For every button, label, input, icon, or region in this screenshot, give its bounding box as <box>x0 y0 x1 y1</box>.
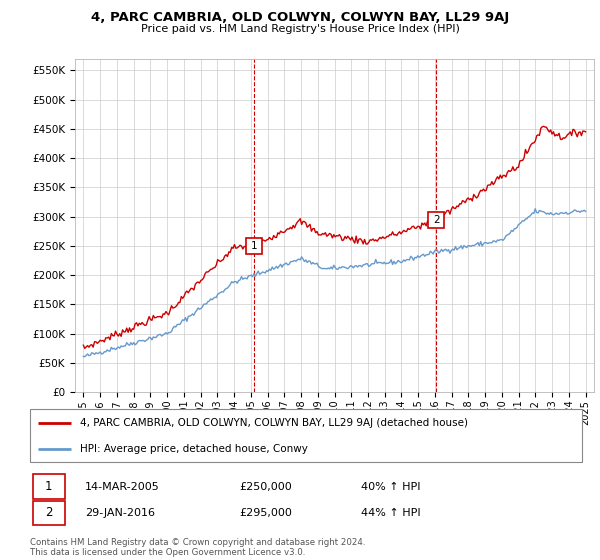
Text: Price paid vs. HM Land Registry's House Price Index (HPI): Price paid vs. HM Land Registry's House … <box>140 24 460 34</box>
Text: Contains HM Land Registry data © Crown copyright and database right 2024.
This d: Contains HM Land Registry data © Crown c… <box>30 538 365 557</box>
Text: 4, PARC CAMBRIA, OLD COLWYN, COLWYN BAY, LL29 9AJ: 4, PARC CAMBRIA, OLD COLWYN, COLWYN BAY,… <box>91 11 509 24</box>
Text: £295,000: £295,000 <box>240 508 293 518</box>
Text: 1: 1 <box>45 480 53 493</box>
Text: 44% ↑ HPI: 44% ↑ HPI <box>361 508 421 518</box>
Text: HPI: Average price, detached house, Conwy: HPI: Average price, detached house, Conw… <box>80 444 308 454</box>
Text: 4, PARC CAMBRIA, OLD COLWYN, COLWYN BAY, LL29 9AJ (detached house): 4, PARC CAMBRIA, OLD COLWYN, COLWYN BAY,… <box>80 418 467 428</box>
FancyBboxPatch shape <box>33 474 65 499</box>
Text: 2: 2 <box>433 214 440 225</box>
Text: 29-JAN-2016: 29-JAN-2016 <box>85 508 155 518</box>
Text: 40% ↑ HPI: 40% ↑ HPI <box>361 482 421 492</box>
FancyBboxPatch shape <box>33 501 65 525</box>
Text: 14-MAR-2005: 14-MAR-2005 <box>85 482 160 492</box>
FancyBboxPatch shape <box>30 409 582 462</box>
Text: 2: 2 <box>45 506 53 520</box>
Text: 1: 1 <box>251 241 257 251</box>
Text: £250,000: £250,000 <box>240 482 293 492</box>
